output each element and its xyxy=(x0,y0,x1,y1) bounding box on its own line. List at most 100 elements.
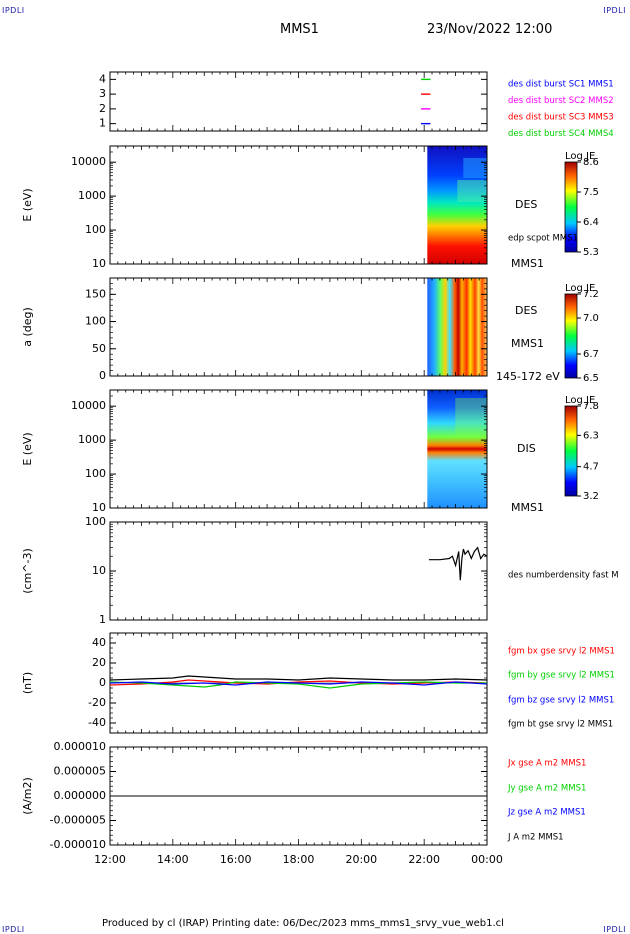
field-series-line xyxy=(109,681,488,686)
spectrogram-dis-energy xyxy=(427,390,487,508)
corner-label-bottom-right: IPDLI xyxy=(603,925,626,934)
colorbar-title: Log JE xyxy=(565,151,595,162)
colorbar-tick-label: 3.2 xyxy=(583,491,599,502)
y-tick-label: -40 xyxy=(88,716,106,729)
y-tick-label: 1000 xyxy=(78,433,106,446)
series-label: des numberdensity fast M xyxy=(508,571,619,581)
colorbar-tick-label: 7.2 xyxy=(583,289,599,300)
instrument-label: DES xyxy=(515,198,537,211)
y-axis-label: E (eV) xyxy=(21,188,34,221)
spectrogram-feature xyxy=(457,180,487,202)
x-tick-label: 00:00 xyxy=(471,853,503,866)
legend-entry: des dist burst SC2 MMS2 xyxy=(508,96,614,106)
colorbar-tick-label: 4.7 xyxy=(583,462,599,473)
colorbar xyxy=(564,161,578,253)
series-label: Jz gse A m2 MMS1 xyxy=(507,808,586,818)
y-tick-label: 100 xyxy=(85,515,106,528)
y-tick-label: 100 xyxy=(85,223,106,236)
spectrogram-feature xyxy=(455,398,487,438)
spacecraft-label: MMS1 xyxy=(511,501,544,514)
y-tick-label: 10000 xyxy=(71,399,106,412)
legend-entry: des dist burst SC4 MMS4 xyxy=(508,129,614,139)
corner-label-top-right: IPDLI xyxy=(603,6,626,15)
x-tick-label: 14:00 xyxy=(157,853,189,866)
x-tick-label: 12:00 xyxy=(94,853,126,866)
field-series-line xyxy=(109,681,487,689)
colorbar-title: Log JE xyxy=(565,395,595,406)
y-tick-label: 0.000000 xyxy=(54,789,107,802)
series-label: fgm bx gse srvy l2 MMS1 xyxy=(508,647,615,657)
colorbar-tick-label: 7.5 xyxy=(583,187,599,198)
colorbar-tick-label: 6.5 xyxy=(583,373,599,384)
density-series-line xyxy=(428,546,488,581)
y-tick-label: 10 xyxy=(92,564,106,577)
colorbar-tick-label: 6.4 xyxy=(583,217,599,228)
y-tick-label: 0.000005 xyxy=(54,765,107,778)
corner-label-bottom-left: IPDLI xyxy=(2,925,25,934)
y-axis-label: (cm^-3) xyxy=(21,548,34,594)
y-tick-label: 0 xyxy=(99,676,106,689)
colorbar-tick-label: 5.3 xyxy=(583,247,599,258)
y-tick-label: 40 xyxy=(92,636,106,649)
y-tick-label: 2 xyxy=(99,102,106,115)
x-tick-label: 22:00 xyxy=(408,853,440,866)
y-axis-label: E (eV) xyxy=(21,432,34,465)
y-axis-label: (nT) xyxy=(21,672,34,694)
instrument-label: DES xyxy=(515,304,537,317)
y-tick-label: 150 xyxy=(85,287,106,300)
y-tick-label: 10 xyxy=(92,501,106,514)
panel-frame-4 xyxy=(109,521,488,621)
y-tick-label: 0.000010 xyxy=(54,740,107,753)
y-tick-label: 4 xyxy=(99,72,106,85)
series-label: fgm by gse srvy l2 MMS1 xyxy=(508,671,615,681)
y-tick-label: 10000 xyxy=(71,155,106,168)
y-tick-label: -20 xyxy=(88,696,106,709)
plot-datetime: 23/Nov/2022 12:00 xyxy=(427,22,553,37)
overlay-label: edp scpot MMS1 xyxy=(508,234,578,244)
y-axis-label: (A/m2) xyxy=(21,777,34,815)
series-label: J A m2 MMS1 xyxy=(507,833,564,843)
footer-credit: Produced by cl (IRAP) Printing date: 06/… xyxy=(102,918,504,929)
series-label: Jy gse A m2 MMS1 xyxy=(507,784,586,794)
field-series-line xyxy=(109,675,488,681)
colorbar-tick-label: 8.6 xyxy=(583,157,599,168)
spacecraft-label: MMS1 xyxy=(511,337,544,350)
y-tick-label: 1 xyxy=(99,613,106,626)
colorbar-title: Log JE xyxy=(565,283,595,294)
energy-range-label: 145-172 eV xyxy=(496,370,560,383)
y-tick-label: -0.000010 xyxy=(50,838,106,851)
x-tick-label: 18:00 xyxy=(283,853,315,866)
y-tick-label: -0.000005 xyxy=(50,814,106,827)
spacecraft-label: MMS1 xyxy=(511,257,544,270)
y-tick-label: 3 xyxy=(99,87,106,100)
instrument-label: DIS xyxy=(517,442,536,455)
x-tick-label: 20:00 xyxy=(345,853,377,866)
corner-label-top-left: IPDLI xyxy=(2,6,25,15)
colorbar-tick-label: 6.3 xyxy=(583,430,599,441)
colorbar-tick-label: 7.0 xyxy=(583,313,599,324)
spectrogram-feature xyxy=(463,158,487,178)
colorbar-tick-label: 6.7 xyxy=(583,349,599,360)
legend-entry: des dist burst SC1 MMS1 xyxy=(508,80,614,90)
y-axis-label: a (deg) xyxy=(21,307,34,347)
y-tick-label: 100 xyxy=(85,315,106,328)
y-tick-label: 1000 xyxy=(78,189,106,202)
spectrogram-des-pitch xyxy=(427,278,487,376)
colorbar xyxy=(564,405,578,497)
colorbar-tick-label: 7.8 xyxy=(583,401,599,412)
y-tick-label: 100 xyxy=(85,467,106,480)
y-tick-label: 50 xyxy=(92,342,106,355)
series-label: fgm bt gse srvy l2 MMS1 xyxy=(508,720,613,730)
y-tick-label: 0 xyxy=(99,369,106,382)
y-tick-label: 20 xyxy=(92,656,106,669)
y-tick-label: 1 xyxy=(99,117,106,130)
spacecraft-title: MMS1 xyxy=(280,22,319,37)
colorbar xyxy=(564,293,578,379)
panel-frame-0 xyxy=(109,71,488,132)
series-label: Jx gse A m2 MMS1 xyxy=(507,759,586,769)
x-tick-label: 16:00 xyxy=(220,853,252,866)
series-label: fgm bz gse srvy l2 MMS1 xyxy=(508,696,614,706)
legend-entry: des dist burst SC3 MMS3 xyxy=(508,113,614,123)
y-tick-label: 10 xyxy=(92,257,106,270)
